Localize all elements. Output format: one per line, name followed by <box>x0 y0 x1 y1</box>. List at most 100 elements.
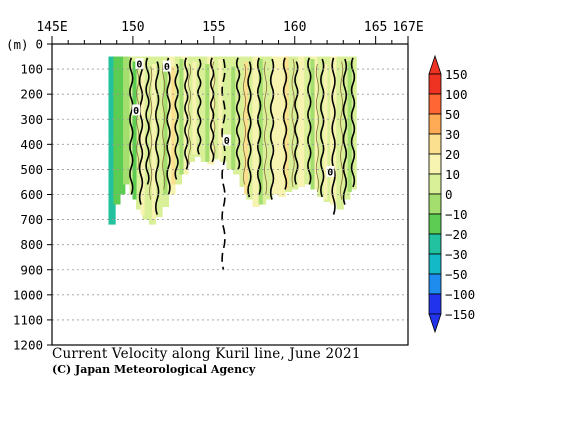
x-tick-label: 155 <box>202 20 225 35</box>
colorbar-label: 20 <box>445 147 460 162</box>
contour-line <box>315 63 319 193</box>
contour-label-box <box>326 165 335 177</box>
y-tick-label: 1100 <box>13 312 43 327</box>
colorbar-label: −100 <box>445 287 475 302</box>
x-tick-label: 145E <box>36 20 67 35</box>
colorbar-arrow-bottom <box>428 313 442 334</box>
y-tick-label: 300 <box>20 112 43 127</box>
velocity-band <box>323 64 328 200</box>
velocity-cell <box>252 56 260 208</box>
y-tick-label: 0 <box>35 37 43 52</box>
colorbar-swatch <box>428 173 442 195</box>
velocity-band <box>140 59 145 215</box>
velocity-band <box>271 64 276 195</box>
contour-label: 0 <box>327 167 333 178</box>
colorbar-label: −30 <box>445 247 468 262</box>
zero-contour-line <box>138 58 144 205</box>
colorbar-swatch <box>428 273 442 295</box>
velocity-cell <box>265 56 273 200</box>
velocity-cell <box>118 56 126 195</box>
y-tick-label: 800 <box>20 237 43 252</box>
colorbar-swatch <box>428 293 442 315</box>
zero-contour-line <box>256 57 262 195</box>
colorbar-label: −50 <box>445 267 468 282</box>
contour-label: 0 <box>136 60 142 71</box>
y-tick-label: 400 <box>20 137 43 152</box>
velocity-cell <box>108 56 116 225</box>
zero-contour-line <box>210 57 215 163</box>
y-tick-label: 200 <box>20 87 43 102</box>
zero-contour-line <box>166 57 171 195</box>
contour-label-box <box>162 60 171 72</box>
colorbar-swatch <box>428 213 442 235</box>
zero-contour-line <box>342 58 348 205</box>
colorbar-label: 150 <box>445 67 468 82</box>
zero-contour-line <box>269 58 275 200</box>
velocity-cell <box>200 56 208 162</box>
zero-contour-line <box>307 57 312 185</box>
x-tick-label: 165 <box>364 20 387 35</box>
velocity-band <box>347 61 352 192</box>
colorbar-swatch <box>428 233 442 255</box>
contour-label-box <box>132 104 141 116</box>
zero-contour-line <box>320 58 325 198</box>
colorbar-label: −20 <box>445 227 468 242</box>
zero-contour-line <box>247 61 252 198</box>
contour-line <box>162 61 166 190</box>
contour-line <box>243 63 247 185</box>
zero-contour-line <box>235 57 241 170</box>
velocity-band <box>179 59 184 175</box>
velocity-band <box>310 59 315 190</box>
colorbar-swatch <box>428 193 442 215</box>
y-tick-label: 500 <box>20 162 43 177</box>
velocity-band <box>297 61 302 185</box>
velocity-band <box>132 61 137 200</box>
velocity-cell <box>291 56 299 190</box>
y-tick-label: 700 <box>20 212 43 227</box>
zero-contour-line <box>282 57 288 190</box>
velocity-cell <box>174 56 183 185</box>
zero-contour-line <box>294 61 299 185</box>
velocity-cell <box>187 56 195 162</box>
chart-credit: (C) Japan Meteorological Agency <box>52 363 256 376</box>
contour-line <box>149 66 153 200</box>
velocity-band <box>171 66 176 185</box>
velocity-cell <box>135 56 144 210</box>
velocity-section: 0 0 0 0 0 <box>108 56 357 270</box>
velocity-cell <box>113 56 121 205</box>
velocity-cell <box>123 56 131 185</box>
velocity-cell <box>181 56 189 175</box>
velocity-band <box>244 61 249 195</box>
zero-contour-line <box>129 57 134 195</box>
zero-contour-line <box>145 57 150 185</box>
contour-label: 0 <box>133 106 139 117</box>
colorbar-label: −10 <box>445 207 468 222</box>
velocity-cell <box>317 56 325 198</box>
velocity-cell <box>239 56 247 187</box>
velocity-cell <box>194 56 202 157</box>
contour-line <box>264 61 268 195</box>
velocity-band <box>205 64 210 162</box>
contour-line <box>340 61 344 200</box>
zero-contour-line <box>221 58 226 270</box>
velocity-cell <box>226 56 234 170</box>
x-tick-label: 150 <box>121 20 144 35</box>
contour-line <box>212 61 216 158</box>
x-tick-label: 167E <box>392 20 423 35</box>
colorbar-label: 50 <box>445 107 460 122</box>
colorbar-label: 100 <box>445 87 468 102</box>
zero-contour-line <box>331 57 336 215</box>
chart-title: Current Velocity along Kuril line, June … <box>52 346 361 362</box>
x-tick-label: 160 <box>283 20 306 35</box>
y-tick-label: 900 <box>20 262 43 277</box>
colorbar-label: 0 <box>445 187 453 202</box>
colorbar-swatch <box>428 73 442 95</box>
y-tick-label: 100 <box>20 62 43 77</box>
contour-label-box <box>135 58 144 70</box>
zero-contour-line <box>197 58 202 155</box>
colorbar-swatch <box>428 153 442 175</box>
colorbar-swatch <box>428 133 442 155</box>
velocity-cell <box>330 56 338 205</box>
